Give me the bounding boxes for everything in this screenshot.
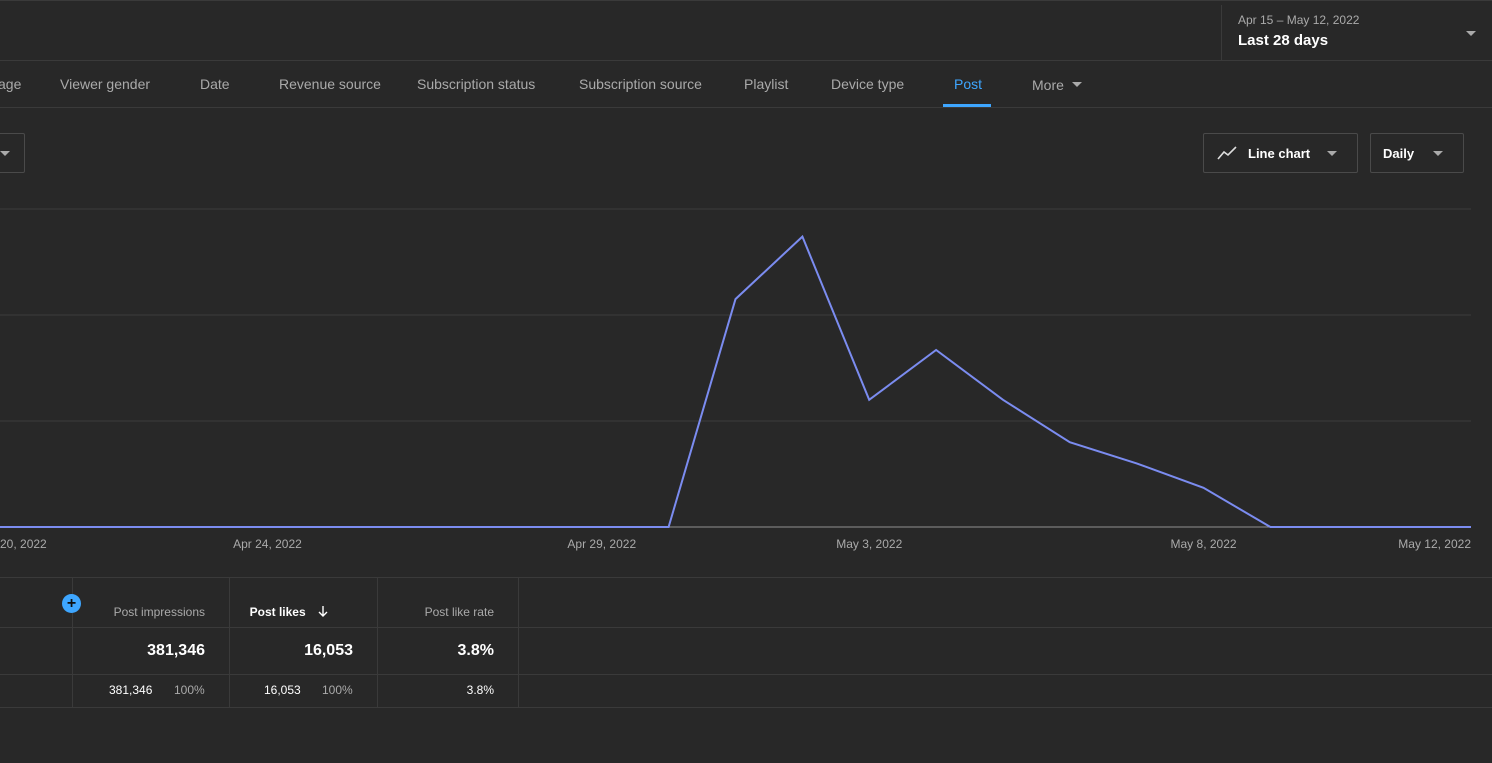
x-tick-label: 20, 2022 bbox=[0, 537, 47, 551]
header-post-likes[interactable]: Post likes bbox=[250, 605, 329, 619]
header-post-like-rate[interactable]: Post like rate bbox=[424, 605, 494, 619]
tab-date[interactable]: Date bbox=[200, 76, 230, 92]
tab-more-label: More bbox=[1032, 76, 1064, 93]
x-tick-label: May 8, 2022 bbox=[1171, 537, 1237, 551]
interval-dropdown[interactable]: Daily bbox=[1370, 133, 1464, 173]
arrow-down-icon bbox=[318, 606, 328, 617]
header-post-impressions[interactable]: Post impressions bbox=[113, 605, 205, 619]
chart-type-label: Line chart bbox=[1248, 146, 1311, 161]
tab-post[interactable]: Post bbox=[954, 76, 983, 92]
date-range-label: Last 28 days bbox=[1238, 32, 1329, 49]
metrics-table: + Post impressions Post likes Post like … bbox=[0, 577, 1492, 708]
line-chart: 20, 2022 Apr 24, 2022 Apr 29, 2022 May 3, 2… bbox=[0, 208, 1471, 551]
add-metric-icon[interactable]: + bbox=[62, 594, 81, 613]
x-tick-label: May 12, 2022 bbox=[1398, 537, 1471, 551]
cell-post-impressions-percent: 100% bbox=[174, 683, 205, 697]
series-line bbox=[0, 234, 1471, 528]
active-tab-indicator bbox=[943, 104, 991, 107]
tab-more[interactable]: More bbox=[1032, 61, 1082, 108]
interval-label: Daily bbox=[1383, 146, 1415, 161]
column-divider bbox=[229, 578, 230, 707]
header-post-likes-label: Post likes bbox=[249, 605, 306, 619]
cell-post-likes: 16,053 bbox=[264, 683, 301, 697]
total-post-impressions: 381,346 bbox=[147, 642, 205, 659]
column-divider bbox=[518, 578, 519, 707]
tab-viewer-gender[interactable]: Viewer gender bbox=[60, 76, 151, 92]
x-axis-ticks: 20, 2022 Apr 24, 2022 Apr 29, 2022 May 3, 2… bbox=[0, 537, 1471, 551]
tab-age[interactable]: age bbox=[0, 76, 22, 92]
total-post-like-rate: 3.8% bbox=[457, 642, 494, 659]
tab-device-type[interactable]: Device type bbox=[831, 76, 905, 92]
metric-selector-dropdown[interactable] bbox=[0, 133, 25, 173]
cell-post-likes-percent: 100% bbox=[322, 683, 353, 697]
tab-playlist[interactable]: Playlist bbox=[744, 76, 789, 92]
date-range-picker[interactable]: Apr 15 – May 12, 2022 Last 28 days bbox=[1221, 5, 1492, 61]
tab-subscription-status[interactable]: Subscription status bbox=[417, 76, 536, 92]
top-bar: Apr 15 – May 12, 2022 Last 28 days bbox=[0, 0, 1492, 61]
x-tick-label: Apr 24, 2022 bbox=[233, 537, 302, 551]
chevron-down-icon bbox=[1327, 151, 1337, 156]
cell-post-impressions: 381,346 bbox=[109, 683, 153, 697]
chart-grid bbox=[0, 208, 1471, 528]
chevron-down-icon bbox=[1466, 31, 1476, 36]
table-divider bbox=[0, 707, 1492, 708]
chart-type-dropdown[interactable]: Line chart bbox=[1203, 133, 1358, 173]
table-divider bbox=[0, 674, 1492, 675]
chevron-down-icon bbox=[1071, 82, 1082, 87]
x-tick-label: Apr 29, 2022 bbox=[567, 537, 636, 551]
date-range-text: Apr 15 – May 12, 2022 bbox=[1238, 13, 1360, 27]
total-post-likes: 16,053 bbox=[304, 642, 353, 659]
table-divider bbox=[0, 627, 1492, 628]
column-divider bbox=[377, 578, 378, 707]
cell-post-like-rate: 3.8% bbox=[466, 683, 494, 697]
dimension-tabs: age Viewer gender Date Revenue source Su… bbox=[0, 61, 1492, 108]
tab-revenue-source[interactable]: Revenue source bbox=[279, 76, 381, 92]
chevron-down-icon bbox=[1433, 151, 1443, 156]
x-tick-label: May 3, 2022 bbox=[836, 537, 902, 551]
column-divider bbox=[72, 578, 73, 707]
tab-subscription-source[interactable]: Subscription source bbox=[579, 76, 702, 92]
chevron-down-icon bbox=[0, 151, 10, 156]
line-chart-icon bbox=[1217, 144, 1237, 167]
